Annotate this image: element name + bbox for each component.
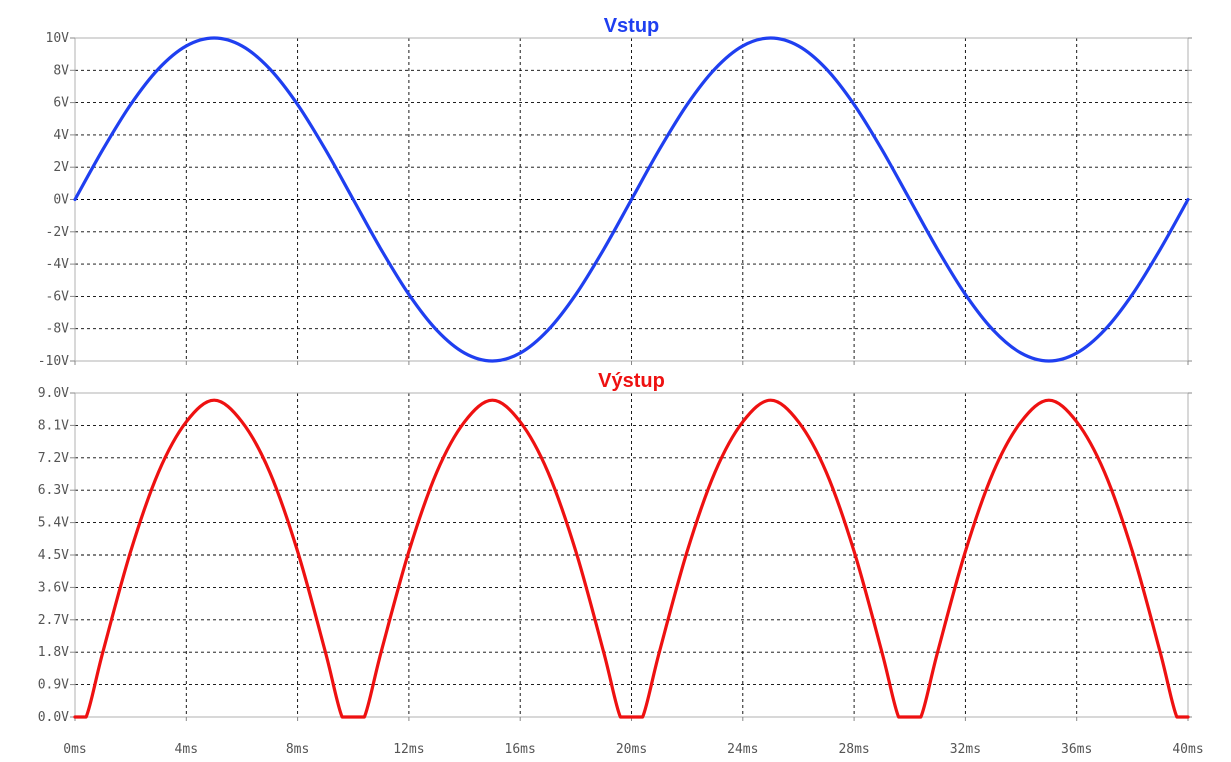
y-tick-label: 6.3V xyxy=(38,483,69,498)
x-tick-label: 40ms xyxy=(1172,742,1203,757)
y-tick-label: 2V xyxy=(53,160,69,175)
x-tick-label: 28ms xyxy=(838,742,869,757)
y-tick-label: -6V xyxy=(46,289,70,304)
y-tick-label: -8V xyxy=(46,322,70,337)
y-tick-label: 1.8V xyxy=(38,645,69,660)
y-tick-label: 7.2V xyxy=(38,451,69,466)
y-tick-label: 2.7V xyxy=(38,613,69,628)
x-tick-label: 36ms xyxy=(1061,742,1092,757)
x-tick-label: 0ms xyxy=(63,742,86,757)
y-tick-label: -2V xyxy=(46,225,70,240)
y-tick-label: 4V xyxy=(53,128,69,143)
series-line xyxy=(73,36,1190,363)
y-tick-label: 0.9V xyxy=(38,678,69,693)
plot-title: Vstup xyxy=(604,15,660,37)
x-tick-label: 12ms xyxy=(393,742,424,757)
x-tick-label: 16ms xyxy=(505,742,536,757)
series-line xyxy=(73,398,1190,719)
plot-title: Výstup xyxy=(598,370,665,392)
plot-vystup: 9.0V 8.1V 7.2V 6.3V 5.4V 4.5V 3.6V 2.7V 1.8V 0.9V… xyxy=(38,370,1204,757)
x-tick-label: 20ms xyxy=(616,742,647,757)
y-tick-label: 8.1V xyxy=(38,418,69,433)
x-tick-label: 8ms xyxy=(286,742,309,757)
y-tick-label: 0.0V xyxy=(38,710,69,725)
x-tick-label: 4ms xyxy=(175,742,198,757)
y-tick-label: 10V xyxy=(46,31,70,46)
y-tick-label: 5.4V xyxy=(38,516,69,531)
y-tick-label: 6V xyxy=(53,96,69,111)
x-tick-label: 24ms xyxy=(727,742,758,757)
y-tick-label: 0V xyxy=(53,193,69,208)
y-tick-label: 9.0V xyxy=(38,386,69,401)
x-tick-label: 32ms xyxy=(950,742,981,757)
y-tick-label: 8V xyxy=(53,63,69,78)
plot-vstup: 10V 8V 6V 4V 2V 0V -2V -4V -6V -8V -10V Vstup xyxy=(38,15,1192,369)
y-tick-label: -4V xyxy=(46,257,70,272)
y-tick-label: 4.5V xyxy=(38,548,69,563)
y-tick-label: -10V xyxy=(38,354,69,369)
y-tick-label: 3.6V xyxy=(38,580,69,595)
